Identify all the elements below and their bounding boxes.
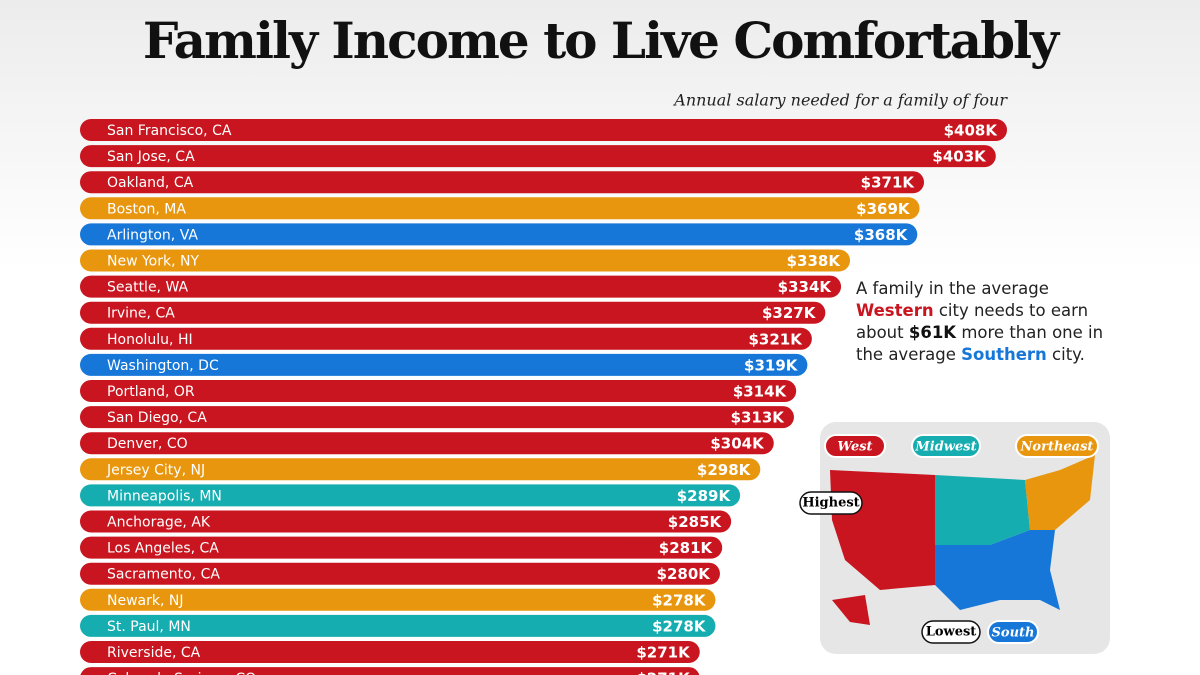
bar-label: Denver, CO	[107, 436, 188, 452]
bar	[80, 327, 812, 350]
legend-label: West	[837, 440, 872, 455]
bar-label: Riverside, CA	[107, 645, 201, 661]
annotation-part: $61K	[908, 323, 957, 342]
bar	[80, 353, 808, 376]
bar-label: Washington, DC	[107, 358, 219, 374]
bar-label: St. Paul, MN	[107, 619, 191, 635]
bar	[80, 484, 741, 507]
bar	[80, 406, 794, 429]
bar	[80, 145, 996, 168]
value-label: $285K	[668, 513, 723, 531]
bar-label: Anchorage, AK	[107, 515, 211, 531]
annotation-part: Southern	[961, 345, 1047, 364]
legend-swatch	[1015, 434, 1099, 458]
bar-label: San Diego, CA	[107, 410, 207, 426]
value-label: $278K	[652, 591, 707, 609]
annotation-part: city needs to earn about	[856, 301, 1089, 342]
bar	[80, 119, 1007, 141]
value-label: $368K	[854, 226, 909, 244]
bar-label: New York, NY	[107, 254, 199, 270]
value-label: $334K	[778, 278, 833, 296]
legend-label: Northeast	[1020, 440, 1094, 455]
value-label: $327K	[762, 304, 817, 322]
value-label: $403K	[932, 148, 987, 166]
bar	[80, 380, 797, 402]
bar-label: Newark, NJ	[107, 593, 183, 609]
bar-label: Jersey City, NJ	[106, 462, 205, 478]
legend-label: South	[992, 626, 1035, 641]
value-label: $298K	[697, 461, 752, 479]
bar	[80, 275, 842, 298]
value-label: $369K	[856, 200, 911, 218]
value-label: $281K	[659, 539, 714, 557]
value-label: $271K	[636, 670, 691, 675]
annotation-part: more than one in the average	[856, 323, 1104, 364]
value-label: $278K	[652, 617, 707, 635]
bar-label: Honolulu, HI	[107, 332, 193, 348]
bar-label: Arlington, VA	[107, 227, 198, 243]
map-callouts: Highest Lowest	[799, 491, 981, 644]
bar-label: San Jose, CA	[107, 149, 195, 165]
value-label: $314K	[733, 383, 788, 401]
bar	[80, 667, 700, 675]
bar-label: Minneapolis, MN	[107, 488, 222, 504]
bar-label: Oakland, CA	[107, 175, 194, 191]
bar	[80, 249, 851, 272]
bar	[80, 458, 761, 481]
bar	[80, 614, 716, 637]
value-label: $371K	[861, 174, 916, 192]
bar	[80, 197, 920, 220]
value-label: $289K	[677, 487, 732, 505]
map-panel	[820, 422, 1110, 654]
bar-label: Colorado Springs, CO	[107, 671, 256, 675]
legend: West Midwest Northeast South	[824, 434, 1099, 644]
value-label: $271K	[636, 644, 691, 662]
bar-label: San Francisco, CA	[107, 123, 232, 139]
value-label: $408K	[944, 122, 999, 140]
lowest-label: Lowest	[926, 625, 977, 640]
bar	[80, 588, 716, 611]
chart-title: Family Income to Live Comfortably	[143, 11, 1061, 70]
legend-label: Midwest	[914, 440, 976, 455]
legend-swatch	[824, 434, 886, 458]
value-label: $338K	[787, 252, 842, 270]
highest-label: Highest	[802, 496, 859, 511]
value-label: $280K	[657, 565, 712, 583]
annotation-part: city.	[1046, 345, 1085, 364]
bar	[80, 223, 918, 246]
bar	[80, 562, 720, 585]
annotation: A family in the average Western city nee…	[856, 278, 1106, 366]
annotation-part: A family in the average	[856, 279, 1049, 298]
legend-swatch	[987, 620, 1039, 644]
bar-label: Irvine, CA	[107, 306, 175, 322]
bar	[80, 510, 732, 533]
bar-label: Portland, OR	[107, 384, 195, 400]
legend-swatch	[911, 434, 981, 458]
value-label: $321K	[749, 330, 804, 348]
bar-label: Boston, MA	[107, 201, 186, 217]
annotation-part: Western	[856, 301, 934, 320]
bar	[80, 641, 700, 663]
value-label: $313K	[731, 409, 786, 427]
bar	[80, 536, 723, 559]
value-label: $304K	[710, 435, 765, 453]
value-label: $319K	[744, 356, 799, 374]
bar-label: Seattle, WA	[107, 280, 189, 296]
chart-subtitle: Annual salary needed for a family of fou…	[672, 91, 1008, 110]
bar	[80, 301, 826, 324]
bar-label: Sacramento, CA	[107, 567, 220, 583]
bar-label: Los Angeles, CA	[107, 541, 219, 557]
bar	[80, 171, 925, 194]
bar	[80, 432, 774, 455]
